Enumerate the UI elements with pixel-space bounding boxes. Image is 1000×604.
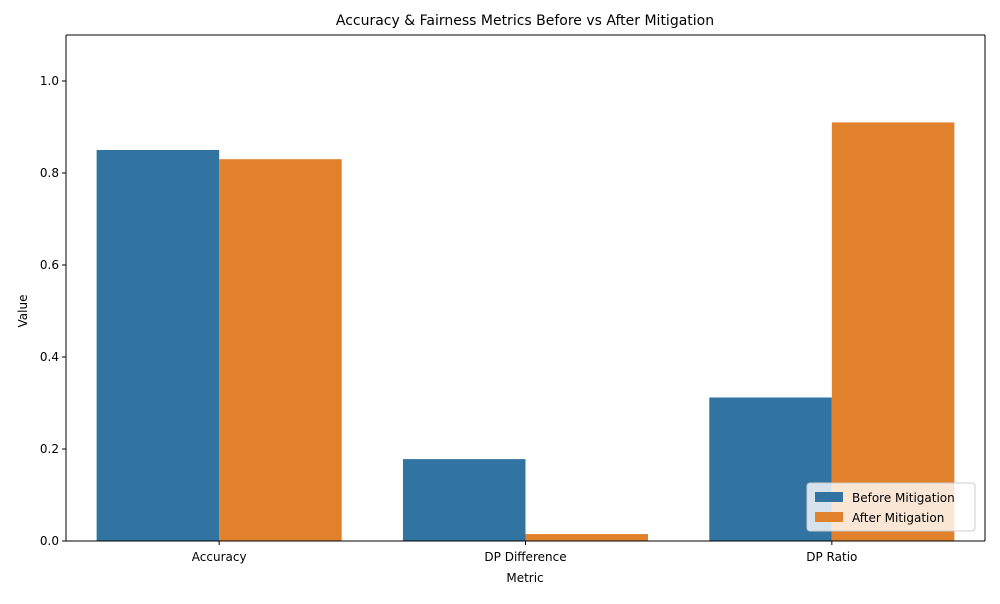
y-tick-label: 0.6 <box>40 258 59 272</box>
y-tick-label: 1.0 <box>40 74 59 88</box>
legend-frame <box>806 482 976 532</box>
bar-accuracy-before-mitigation <box>96 150 220 541</box>
y-tick-label: 0.0 <box>40 534 59 548</box>
x-tick-label: Accuracy <box>192 550 247 564</box>
x-tick-label: DP Difference <box>484 550 566 564</box>
bar-accuracy-after-mitigation <box>219 159 342 541</box>
legend-label: Before Mitigation <box>852 491 955 505</box>
bar-dp-ratio-after-mitigation <box>831 122 955 542</box>
y-tick-label: 0.2 <box>40 442 59 456</box>
x-axis-label: Metric <box>506 571 543 585</box>
legend-swatch <box>815 492 843 502</box>
bar-dp-difference-before-mitigation <box>402 459 526 541</box>
legend-label: After Mitigation <box>852 511 944 525</box>
y-axis-label: Value <box>16 295 30 328</box>
bar-dp-difference-after-mitigation <box>525 534 649 541</box>
axes-group: 0.0 0.2 0.4 0.6 0.8 1.0 Accuracy DP Difference D… <box>40 34 986 564</box>
y-tick-label: 0.4 <box>40 350 59 364</box>
y-tick-label: 0.8 <box>40 166 59 180</box>
x-tick-label: DP Ratio <box>806 550 857 564</box>
legend: Before Mitigation After Mitigation <box>806 482 976 532</box>
bars-group <box>96 122 955 542</box>
chart-title: Accuracy & Fairness Metrics Before vs Af… <box>336 13 714 29</box>
legend-swatch <box>815 512 843 522</box>
